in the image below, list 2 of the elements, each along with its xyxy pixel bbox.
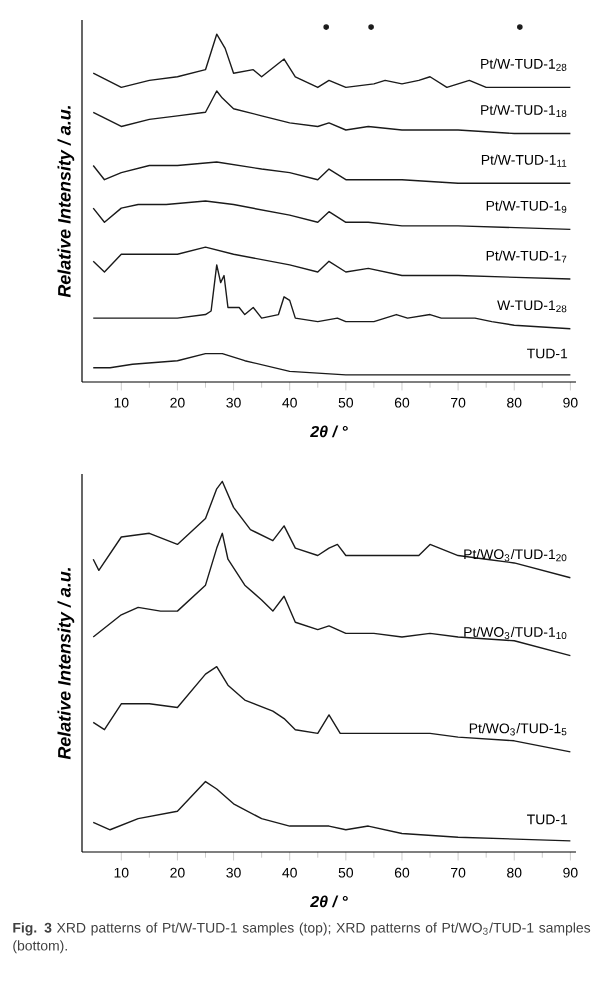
y-axis-title: Relative Intensity / a.u. — [57, 105, 75, 298]
y-axis-title: Relative Intensity / a.u. — [57, 567, 75, 760]
